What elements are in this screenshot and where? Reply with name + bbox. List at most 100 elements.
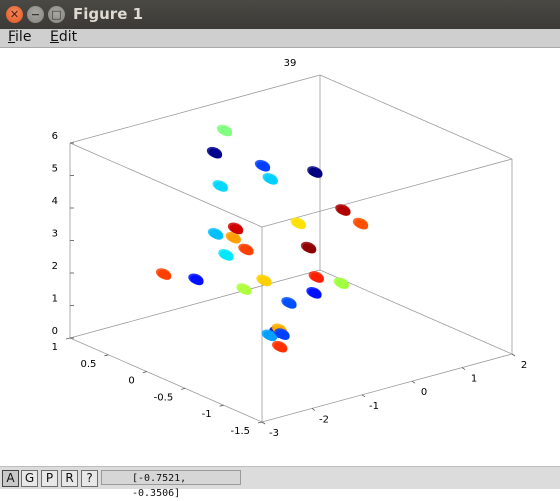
- z-tick-label: 3: [52, 229, 58, 240]
- plot-canvas[interactable]: -3 -2 -1 0 1 2 -1.5 -1 -0.5 0 0.5 1 0 1 2 3 4 5 6 39: [0, 48, 560, 465]
- plot-title: 39: [284, 58, 297, 69]
- tick-mark: [261, 421, 266, 425]
- axes-edge: [319, 74, 513, 160]
- scatter-point: [239, 286, 252, 295]
- scatter-cluster: [225, 231, 241, 244]
- scatter-points: [155, 124, 369, 353]
- rotate-button[interactable]: R: [61, 470, 78, 487]
- scatter-point: [221, 252, 234, 261]
- menu-file[interactable]: File: [8, 29, 31, 45]
- scatter-cluster: [155, 268, 172, 280]
- tick-mark: [142, 371, 147, 373]
- menu-bar: File Edit: [0, 29, 560, 48]
- axis-ticks: -3 -2 -1 0 1 2 -1.5 -1 -0.5 0 0.5 1 0 1 2 3 4 5 6: [52, 131, 528, 439]
- scatter-cluster: [256, 274, 272, 287]
- window-title: Figure 1: [73, 5, 144, 23]
- x-tick-label: 2: [521, 360, 527, 371]
- scatter-point: [265, 332, 277, 342]
- menu-file-mnemonic: F: [8, 29, 16, 45]
- y-tick-label: 0.5: [80, 359, 96, 370]
- y-tick-label: -1.5: [230, 426, 250, 437]
- scatter-point: [309, 290, 322, 299]
- scatter-cluster: [207, 227, 224, 240]
- scatter-cluster: [333, 277, 349, 290]
- tick-mark: [311, 408, 316, 411]
- autoscale-button[interactable]: A: [2, 470, 19, 487]
- scatter-cluster: [306, 286, 322, 299]
- maximize-window-button[interactable]: □: [48, 6, 65, 23]
- scatter-cluster: [281, 297, 297, 309]
- z-tick-label: 1: [52, 294, 58, 305]
- scatter-point: [229, 235, 241, 244]
- scatter-point: [231, 225, 244, 235]
- scatter-cluster: [238, 243, 254, 256]
- z-tick-label: 2: [52, 261, 58, 272]
- scatter-point: [191, 276, 204, 286]
- menu-edit-label: dit: [58, 29, 78, 45]
- status-bar: A G P R ? [-0.7521, -0.3506]: [0, 466, 560, 499]
- tick-mark: [511, 353, 516, 357]
- scatter-cluster: [307, 166, 323, 178]
- axes-edge: [69, 269, 321, 339]
- scatter-point: [241, 246, 254, 256]
- scatter-point: [216, 183, 228, 192]
- close-window-button[interactable]: ✕: [6, 6, 23, 23]
- scatter-cluster: [227, 222, 244, 235]
- axes-edge: [319, 269, 513, 355]
- x-tick-label: 0: [421, 387, 427, 398]
- axes-box: [69, 74, 513, 423]
- scatter-point: [220, 127, 232, 137]
- y-tick-label: -1: [202, 409, 212, 420]
- scatter-point: [266, 176, 278, 185]
- scatter-cluster: [272, 340, 288, 353]
- window-titlebar: ✕ − □ Figure 1: [0, 0, 560, 29]
- grid-button[interactable]: G: [21, 470, 38, 487]
- scatter-cluster: [218, 249, 234, 261]
- scatter-cluster: [188, 273, 204, 286]
- axes-edge: [261, 158, 513, 228]
- x-tick-label: -2: [319, 414, 329, 425]
- scatter-point: [356, 221, 369, 230]
- coordinate-readout: [-0.7521, -0.3506]: [101, 470, 241, 499]
- menu-edit[interactable]: Edit: [50, 29, 77, 45]
- z-tick-label: 4: [52, 196, 58, 207]
- scatter-cluster: [290, 217, 306, 230]
- scatter-point: [304, 245, 317, 254]
- help-button[interactable]: ?: [81, 470, 98, 487]
- axes-edge: [261, 353, 513, 423]
- tick-mark: [65, 337, 71, 340]
- scatter-cluster: [335, 204, 351, 216]
- tick-mark: [257, 421, 263, 424]
- z-tick-label: 0: [52, 326, 58, 337]
- scatter-cluster: [352, 217, 369, 230]
- scatter-point: [310, 169, 323, 178]
- tick-mark: [411, 380, 416, 384]
- minimize-window-button[interactable]: −: [27, 6, 44, 23]
- y-tick-label: 1: [52, 342, 58, 353]
- tick-mark: [181, 388, 186, 390]
- tick-mark: [461, 367, 466, 370]
- menu-edit-mnemonic: E: [50, 29, 59, 45]
- scatter-cluster: [308, 271, 324, 283]
- x-tick-label: 1: [471, 374, 477, 385]
- axes-edge: [69, 74, 321, 144]
- scatter-cluster: [262, 172, 278, 185]
- x-tick-label: -3: [269, 428, 279, 439]
- tick-mark: [361, 394, 366, 398]
- scatter-cluster: [212, 180, 228, 192]
- x-tick-label: -1: [369, 401, 379, 412]
- scatter-point: [338, 207, 351, 216]
- axes-edge: [69, 337, 263, 423]
- scatter-cluster: [261, 329, 277, 342]
- scatter-point: [278, 331, 290, 340]
- scatter-cluster: [254, 159, 271, 172]
- scatter-point: [159, 271, 172, 280]
- scatter-point: [210, 150, 222, 159]
- scatter-point: [284, 300, 297, 309]
- scatter-point: [312, 274, 324, 283]
- print-button[interactable]: P: [41, 470, 58, 487]
- scatter-point: [294, 220, 306, 230]
- z-tick-label: 6: [52, 131, 58, 142]
- scatter-point: [211, 231, 224, 240]
- scatter-point: [337, 280, 349, 290]
